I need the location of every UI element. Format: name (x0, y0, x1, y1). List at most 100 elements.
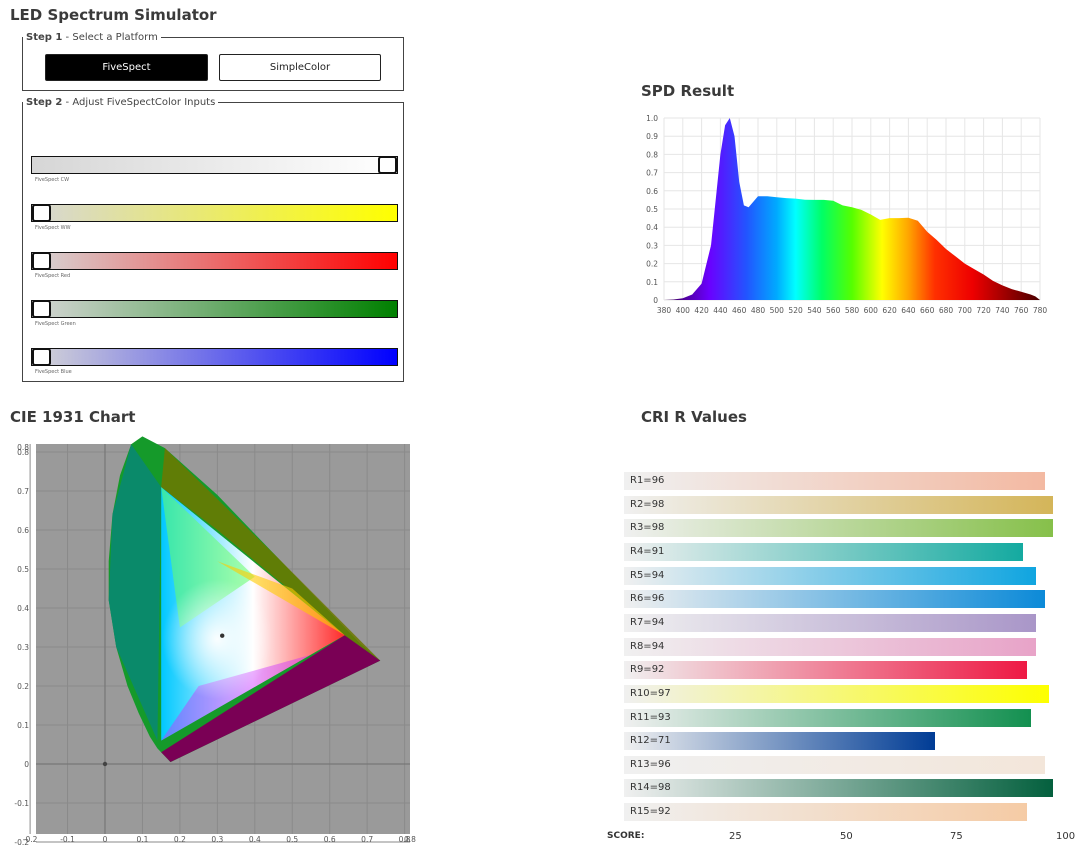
spd-y-tick: 0.7 (646, 169, 658, 178)
spd-x-tick: 500 (770, 306, 785, 315)
cie-white-point (220, 633, 225, 638)
cri-bar-label: R15=92 (630, 806, 671, 818)
cie-y-tick: 0.3 (17, 643, 29, 652)
cri-bar-label: R6=96 (630, 593, 665, 605)
spd-x-tick: 720 (976, 306, 991, 315)
spd-chart: 380 400 420 440 460 480 500 520 540 560 580 600 620 6… (646, 114, 1048, 315)
spd-y-tick: 0.1 (646, 278, 658, 287)
cri-bar-label: R12=71 (630, 735, 671, 747)
step2-panel: Step 2 - Adjust FiveSpectColor Inputs Fi… (22, 97, 404, 382)
cie-x-tick: 0.3 (211, 835, 223, 844)
spd-x-tick: 680 (939, 306, 954, 315)
cri-bar-label: R14=98 (630, 782, 671, 794)
cri-bar-r1: R1=96 (624, 472, 1045, 490)
cri-bar-r4: R4=91 (624, 542, 1023, 561)
cri-bar-r14: R14=98 (624, 779, 1054, 798)
spd-x-tick: 760 (1014, 306, 1029, 315)
cri-bar-r12: R12=71 (624, 732, 935, 751)
cie-y-tick: -0.2 (14, 838, 29, 846)
cri-axis-label: SCORE: (607, 831, 645, 841)
cri-bar-r10: R10=97 (624, 684, 1049, 703)
slider-label: FiveSpect Blue (35, 369, 72, 375)
cie-x-tick: 0.6 (324, 835, 336, 844)
slider-handle[interactable] (32, 348, 51, 366)
slider-fivespect-ww[interactable] (31, 204, 398, 222)
cri-bar-label: R5=94 (630, 569, 665, 581)
spd-x-tick: 700 (958, 306, 973, 315)
slider-handle[interactable] (32, 300, 51, 318)
cri-bar-label: R11=93 (630, 711, 671, 723)
cri-bar-r15: R15=92 (624, 803, 1027, 822)
slider-fivespect-blue[interactable] (31, 348, 398, 366)
cri-bar-label: R10=97 (630, 687, 671, 699)
spd-x-tick: 780 (1033, 306, 1048, 315)
slider-fivespect-cw[interactable] (31, 156, 398, 174)
cie-y-tick: 0.5 (17, 565, 29, 574)
spd-x-tick: 620 (882, 306, 897, 315)
spd-y-tick: 0.4 (646, 223, 658, 232)
slider-handle[interactable] (32, 252, 51, 270)
spd-x-tick: 560 (826, 306, 841, 315)
cri-bar-r2: R2=98 (624, 495, 1054, 514)
cie-x-tick: -0.1 (60, 835, 75, 844)
cie-x-tick: 0.4 (249, 835, 261, 844)
cri-bar-label: R8=94 (630, 640, 665, 652)
step1-legend: Step 1 - Select a Platform (26, 32, 158, 43)
cri-bar-label: R2=98 (630, 498, 665, 510)
spd-x-tick: 660 (920, 306, 935, 315)
spd-x-tick: 400 (676, 306, 691, 315)
slider-fivespect-red[interactable] (31, 252, 398, 270)
spd-x-tick: 600 (864, 306, 879, 315)
cri-bar-label: R4=91 (630, 545, 665, 557)
spd-x-tick: 440 (713, 306, 728, 315)
cri-bar-r6: R6=96 (624, 590, 1045, 609)
cie-x-tick: 0.5 (286, 835, 298, 844)
cri-tick-50: 50 (840, 831, 853, 842)
spd-y-tick: 0.5 (646, 205, 658, 214)
cri-bar-r8: R8=94 (624, 637, 1036, 656)
cri-bar-r13: R13=96 (624, 755, 1045, 774)
platform-simplecolor-button[interactable]: SimpleColor (219, 54, 381, 81)
spd-x-tick: 580 (845, 306, 860, 315)
slider-handle[interactable] (378, 156, 397, 174)
cie-y-tick: 0 (24, 760, 29, 769)
slider-label: FiveSpect Green (35, 321, 76, 327)
cie-y-tick: 0.4 (17, 604, 29, 613)
spd-y-tick: 0.9 (646, 132, 658, 141)
spd-x-tick: 480 (751, 306, 766, 315)
cie-x-tick: 0.1 (136, 835, 148, 844)
spd-y-tick: 0.2 (646, 260, 658, 269)
cie-y-tick: -0.1 (14, 799, 29, 808)
spd-x-tick: 740 (995, 306, 1010, 315)
slider-handle[interactable] (32, 204, 51, 222)
cie-x-tick: 0.8 (399, 835, 411, 844)
platform-fivespect-button[interactable]: FiveSpect (45, 54, 208, 81)
slider-label: FiveSpect Red (35, 273, 71, 279)
cri-bar-r5: R5=94 (624, 566, 1036, 585)
cie-title: CIE 1931 Chart (10, 408, 136, 426)
cri-bar-label: R7=94 (630, 616, 665, 628)
cie-x-tick: 0.2 (174, 835, 186, 844)
cie-y-tick: 0.1 (17, 721, 29, 730)
cri-bar-r7: R7=94 (624, 613, 1036, 632)
spd-x-tick: 380 (657, 306, 672, 315)
cri-bar-label: R3=98 (630, 522, 665, 534)
cie-x-tick: 0.7 (361, 835, 373, 844)
cri-tick-75: 75 (950, 831, 963, 842)
cri-bar-label: R13=96 (630, 758, 671, 770)
cri-bar-r9: R9=92 (624, 661, 1027, 680)
slider-label: FiveSpect WW (35, 225, 71, 231)
cie-chart: -0.2 -0.1 0 0.1 0.2 0.3 0.4 0.5 0.6 0.7 0.80.80.80… (14, 436, 416, 846)
cie-x-tick: 0.8 (404, 835, 416, 844)
slider-fivespect-green[interactable] (31, 300, 398, 318)
cie-y-tick: 0.6 (17, 526, 29, 535)
cri-bar-r11: R11=93 (624, 708, 1032, 727)
cri-bar-r3: R3=98 (624, 519, 1054, 538)
cie-y-tick: 0.8 (17, 448, 29, 457)
spd-y-tick: 0.8 (646, 150, 658, 159)
spd-title: SPD Result (641, 82, 735, 100)
spd-y-tick: 1.0 (646, 114, 658, 123)
spd-x-tick: 520 (788, 306, 803, 315)
spd-x-tick: 540 (807, 306, 822, 315)
cie-y-tick: 0.7 (17, 487, 29, 496)
